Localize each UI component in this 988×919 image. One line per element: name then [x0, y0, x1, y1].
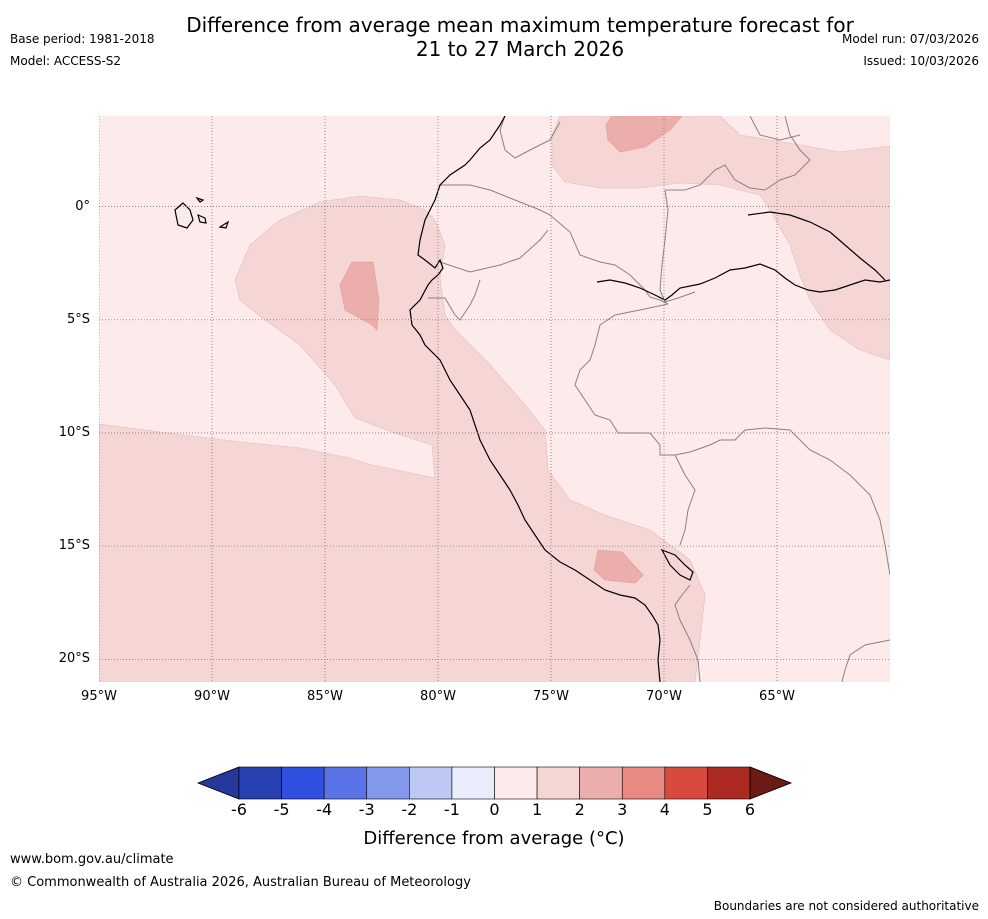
- colorbar-segment: [536, 766, 580, 800]
- lon-label: 80°W: [420, 689, 456, 704]
- colorbar-tick: 3: [617, 800, 628, 819]
- colorbar-segment: [451, 766, 495, 800]
- colorbar-extend-high: [749, 766, 793, 800]
- meta-left: Base period: 1981-2018 Model: ACCESS-S2: [10, 32, 155, 76]
- colorbar-tick: -5: [273, 800, 290, 819]
- colorbar-segment: [409, 766, 453, 800]
- colorbar-extend-low: [196, 766, 240, 800]
- border-colombia-ecuador: [440, 184, 669, 305]
- lat-label: 15°S: [58, 538, 90, 554]
- base-period-text: Base period: 1981-2018: [10, 32, 155, 46]
- colorbar-tick-labels: -6 -5 -4 -3 -2 -1 0 1 2 3 4 5 6: [0, 800, 988, 822]
- colorbar-segment: [281, 766, 325, 800]
- colorbar-tick: -4: [316, 800, 333, 819]
- anomaly-region-2-3-offshore: [339, 261, 380, 331]
- colorbar-segment: [664, 766, 708, 800]
- border-colombia-brazil: [659, 189, 696, 303]
- lat-label: 10°S: [58, 424, 90, 440]
- lat-label: 5°S: [66, 311, 90, 327]
- anomaly-region-2-3-south: [593, 549, 644, 584]
- border-peru-bolivia: [674, 454, 696, 546]
- colorbar-tick: 4: [659, 800, 670, 819]
- border-chile-bolivia: [674, 584, 701, 682]
- model-run-text: Model run: 07/03/2026: [841, 32, 979, 46]
- colorbar-tick: 5: [702, 800, 713, 819]
- title-line-1: Difference from average mean maximum tem…: [186, 13, 854, 37]
- issued-text: Issued: 10/03/2026: [863, 54, 979, 68]
- lon-label: 65°W: [759, 689, 795, 704]
- coastline-lake-titicaca: [660, 548, 694, 581]
- galapagos-islands: [174, 196, 230, 229]
- lat-label: 0°: [75, 198, 90, 214]
- colorbar-tick: 6: [744, 800, 756, 819]
- lon-label: 95°W: [81, 689, 117, 704]
- border-bolivia-paraguay: [841, 639, 890, 682]
- border-ecuador-peru: [439, 229, 549, 273]
- colorbar-segment: [707, 766, 751, 800]
- colorbar-segment: [494, 766, 538, 800]
- website-url[interactable]: www.bom.gov.au/climate: [10, 852, 174, 867]
- anomaly-region-1-2-north: [551, 116, 890, 361]
- copyright-text: © Commonwealth of Australia 2026, Austra…: [10, 875, 471, 890]
- anomaly-region-1-2-south-pacific: [99, 195, 706, 682]
- title-line-2: 21 to 27 March 2026: [415, 37, 625, 61]
- coastline-pacific: [409, 116, 661, 682]
- lon-label: 75°W: [533, 689, 569, 704]
- lon-label: 90°W: [194, 689, 230, 704]
- colorbar-tick: 1: [531, 800, 543, 819]
- colorbar-tick: -6: [231, 800, 247, 819]
- meta-right: Model run: 07/03/2026 Issued: 10/03/2026: [842, 32, 979, 76]
- amazon-river: [596, 263, 890, 301]
- model-text: Model: ACCESS-S2: [10, 54, 122, 68]
- colorbar-segment: [323, 766, 368, 800]
- colorbar-tick: -3: [358, 800, 375, 819]
- border-colombia-venezuela: [499, 116, 561, 159]
- anomaly-region-2-3-north: [605, 116, 683, 153]
- colorbar-segment: [238, 766, 282, 800]
- border-brazil-peru: [574, 303, 669, 434]
- colorbar-tick: -2: [401, 800, 418, 819]
- border-colombia-venezuela-east: [665, 116, 811, 191]
- colorbar-segment: [366, 766, 410, 800]
- border-venezuela-guyana: [749, 116, 801, 141]
- lon-label: 70°W: [646, 689, 682, 704]
- colorbar-segment: [579, 766, 623, 800]
- colorbar-tick: -1: [443, 800, 460, 819]
- colorbar-tick: 0: [489, 800, 500, 819]
- boundaries-note: Boundaries are not considered authoritat…: [713, 899, 979, 913]
- chart-title: Difference from average mean maximum tem…: [0, 13, 988, 61]
- colorbar-label: Difference from average (°C): [363, 828, 625, 849]
- colorbar-segment: [621, 766, 666, 800]
- colorbar-tick: 2: [574, 800, 585, 819]
- lon-label: 85°W: [307, 689, 343, 704]
- lat-label: 20°S: [58, 651, 90, 667]
